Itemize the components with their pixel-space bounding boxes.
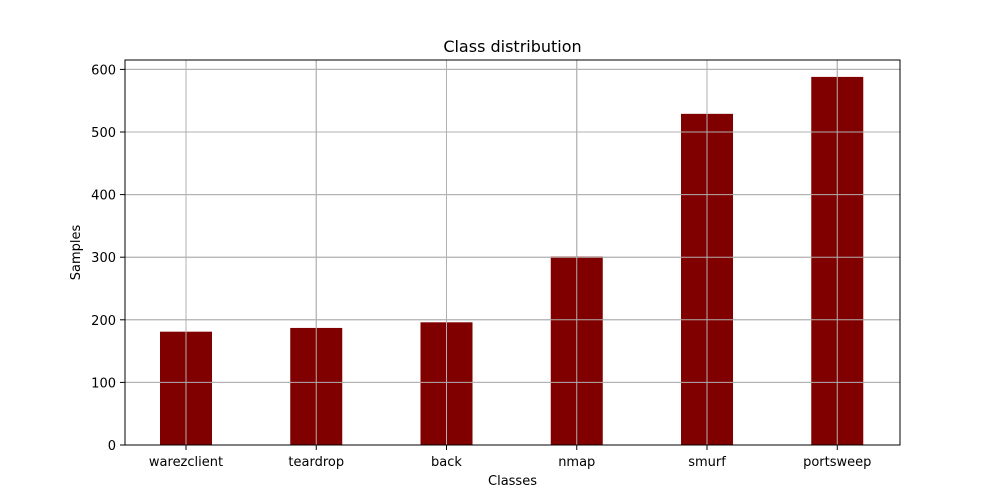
plot-area-frame [124, 59, 901, 446]
y-axis-ticks: 0 100 200 300 400 500 600 [91, 63, 125, 454]
x-axis-ticks: warezclient teardrop back nmap smurf portswee… [149, 445, 871, 470]
x-tick-label: warezclient [149, 455, 223, 470]
y-tick-label: 0 [108, 439, 116, 454]
y-axis-label: Samples [69, 225, 84, 281]
x-tick-label: portsweep [803, 455, 871, 470]
bars-layer [125, 60, 900, 446]
x-tick-label: back [431, 455, 462, 470]
y-tick-label: 500 [91, 126, 116, 141]
y-tick-label: 300 [91, 251, 116, 266]
y-tick-label: 400 [91, 189, 116, 204]
y-tick-label: 100 [91, 376, 116, 391]
chart-title: Class distribution [443, 37, 581, 56]
x-axis-label: Classes [488, 474, 537, 489]
x-tick-label: teardrop [288, 455, 344, 470]
x-tick-label: nmap [558, 455, 595, 470]
x-tick-label: smurf [688, 455, 726, 470]
y-tick-label: 200 [91, 314, 116, 329]
y-tick-label: 600 [91, 63, 116, 78]
